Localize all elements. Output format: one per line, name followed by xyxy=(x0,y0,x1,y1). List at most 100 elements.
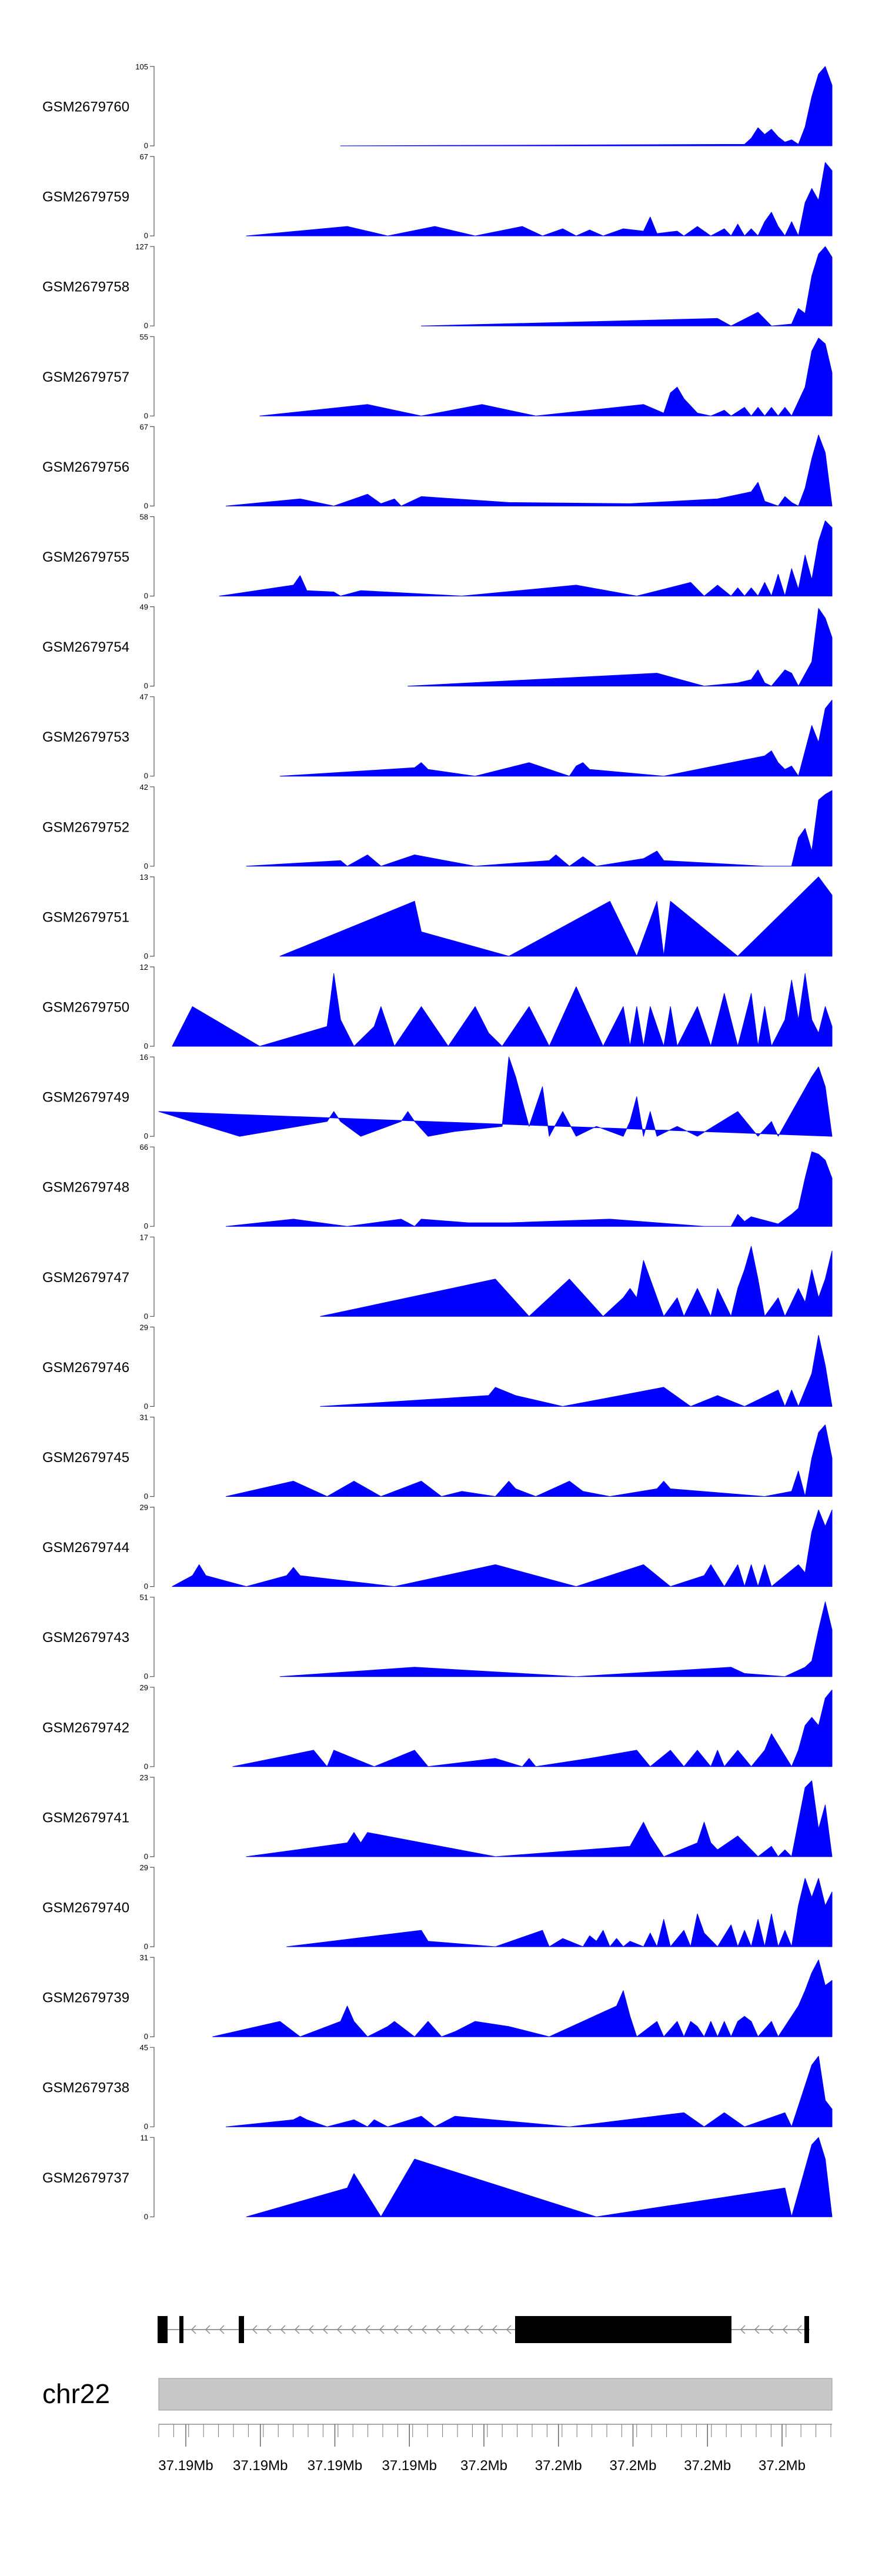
strand-arrow-icon xyxy=(754,2325,760,2334)
y-max-label: 29 xyxy=(140,1683,148,1692)
y-min-label: 0 xyxy=(144,1042,148,1050)
y-min-label: 0 xyxy=(144,1402,148,1410)
y-axis xyxy=(150,876,155,957)
coverage-track: GSM2679744 29 0 xyxy=(42,1503,833,1591)
coverage-area xyxy=(246,2137,833,2217)
y-min-label: 0 xyxy=(144,1852,148,1861)
track-label: GSM2679752 xyxy=(42,819,129,835)
strand-arrow-icon xyxy=(266,2325,272,2334)
y-max-label: 105 xyxy=(135,62,148,71)
y-min-label: 0 xyxy=(144,1492,148,1501)
x-tick-label: 37.2Mb xyxy=(759,2458,806,2474)
track-label: GSM2679758 xyxy=(42,279,129,295)
y-min-label: 0 xyxy=(144,231,148,240)
coverage-area xyxy=(320,1334,833,1407)
coverage-track: GSM2679754 49 0 xyxy=(42,603,833,690)
y-axis xyxy=(150,2047,155,2127)
y-axis xyxy=(150,516,155,597)
y-axis xyxy=(150,246,155,326)
coverage-area xyxy=(421,246,833,326)
coverage-track: GSM2679759 67 0 xyxy=(42,152,833,240)
y-min-label: 0 xyxy=(144,1762,148,1771)
x-tick-label: 37.2Mb xyxy=(460,2458,507,2474)
coverage-area xyxy=(279,699,833,777)
strand-arrow-icon xyxy=(449,2325,455,2334)
track-label: GSM2679759 xyxy=(42,189,129,205)
y-axis xyxy=(150,336,155,416)
track-label: GSM2679742 xyxy=(42,1720,129,1736)
track-label: GSM2679737 xyxy=(42,2170,129,2186)
coverage-track: GSM2679740 29 0 xyxy=(42,1863,833,1951)
coverage-track: GSM2679738 45 0 xyxy=(42,2043,833,2131)
track-label: GSM2679749 xyxy=(42,1090,129,1106)
y-max-label: 29 xyxy=(140,1323,148,1332)
coverage-track: GSM2679756 67 0 xyxy=(42,422,833,510)
coverage-area xyxy=(340,66,833,146)
strand-arrow-icon xyxy=(379,2325,385,2334)
y-max-label: 58 xyxy=(140,513,148,522)
y-min-label: 0 xyxy=(144,1582,148,1591)
strand-arrow-icon xyxy=(407,2325,413,2334)
strand-arrow-icon xyxy=(393,2325,399,2334)
coverage-track: GSM2679747 17 0 xyxy=(42,1233,833,1320)
track-label: GSM2679741 xyxy=(42,1810,129,1826)
coverage-track: GSM2679742 29 0 xyxy=(42,1683,833,1771)
coverage-area xyxy=(226,435,833,506)
coverage-area xyxy=(226,1151,833,1227)
coverage-track: GSM2679746 29 0 xyxy=(42,1323,833,1410)
strand-arrow-icon xyxy=(252,2325,258,2334)
strand-arrow-icon xyxy=(322,2325,328,2334)
strand-arrow-icon xyxy=(219,2325,225,2334)
y-min-label: 0 xyxy=(144,952,148,960)
strand-arrow-icon xyxy=(492,2325,497,2334)
coverage-track: GSM2679753 47 0 xyxy=(42,693,833,780)
track-label: GSM2679751 xyxy=(42,909,129,925)
coverage-track: GSM2679749 16 0 xyxy=(42,1053,833,1140)
track-label: GSM2679743 xyxy=(42,1630,129,1646)
strand-arrow-icon xyxy=(365,2325,370,2334)
y-axis xyxy=(150,1326,155,1407)
coverage-area xyxy=(246,162,833,236)
strand-arrow-icon xyxy=(191,2325,196,2334)
axis-major-ticks: 37.19Mb 37.19Mb 37.19Mb 37.19Mb 37.2Mb 37.2Mb… xyxy=(158,2424,806,2474)
coverage-area xyxy=(172,1509,833,1587)
coverage-tracks: GSM2679760 105 0 GSM2679759 67 0 GSM2679758 127… xyxy=(42,62,833,2221)
coverage-area xyxy=(279,876,833,957)
y-axis xyxy=(150,66,155,146)
strand-arrow-icon xyxy=(294,2325,300,2334)
coverage-area xyxy=(259,338,833,416)
y-min-label: 0 xyxy=(144,2032,148,2041)
y-axis xyxy=(150,1867,155,1947)
track-label: GSM2679747 xyxy=(42,1270,129,1286)
y-min-label: 0 xyxy=(144,1132,148,1140)
coverage-track: GSM2679752 42 0 xyxy=(42,783,833,870)
coverage-track: GSM2679748 66 0 xyxy=(42,1143,833,1230)
x-tick-label: 37.19Mb xyxy=(308,2458,362,2474)
coverage-track: GSM2679743 51 0 xyxy=(42,1593,833,1681)
coverage-track: GSM2679737 11 0 xyxy=(42,2133,833,2221)
coverage-area xyxy=(219,520,833,596)
coverage-area xyxy=(407,608,833,687)
gene-exon xyxy=(515,2316,731,2343)
y-max-label: 127 xyxy=(135,242,148,251)
track-label: GSM2679760 xyxy=(42,99,129,115)
coverage-area xyxy=(246,790,833,867)
y-axis xyxy=(150,1146,155,1227)
coverage-track: GSM2679757 55 0 xyxy=(42,332,833,420)
strand-arrow-icon xyxy=(336,2325,342,2334)
coverage-track: GSM2679741 23 0 xyxy=(42,1773,833,1861)
strand-arrow-icon xyxy=(506,2325,512,2334)
y-max-label: 31 xyxy=(140,1413,148,1422)
intron-strand-arrows xyxy=(191,2325,802,2334)
y-axis xyxy=(150,426,155,506)
y-axis xyxy=(150,156,155,236)
strand-arrow-icon xyxy=(796,2325,802,2334)
track-label: GSM2679744 xyxy=(42,1540,129,1556)
coverage-track: GSM2679758 127 0 xyxy=(42,242,833,330)
y-min-label: 0 xyxy=(144,682,148,690)
x-tick-label: 37.19Mb xyxy=(233,2458,288,2474)
y-max-label: 66 xyxy=(140,1143,148,1152)
y-min-label: 0 xyxy=(144,772,148,780)
y-max-label: 13 xyxy=(140,873,148,882)
y-max-label: 49 xyxy=(140,603,148,612)
